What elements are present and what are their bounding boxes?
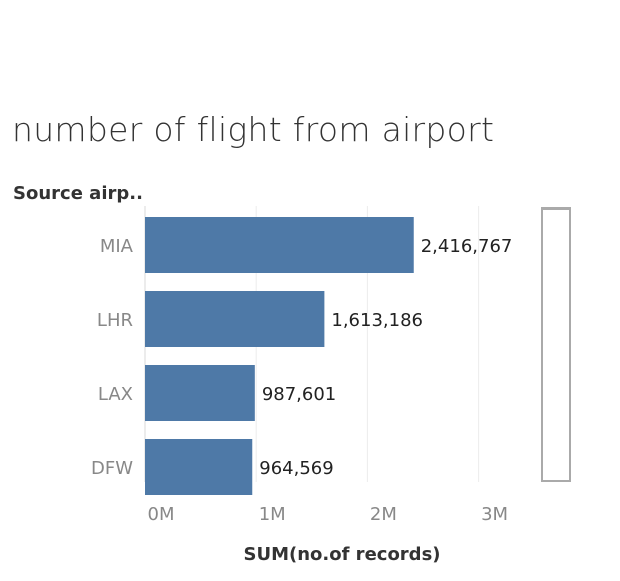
category-label[interactable]: MIA [100, 236, 134, 257]
data-label: 1,613,186 [331, 310, 423, 331]
scrollbar-thumb[interactable] [542, 207, 570, 210]
labels-layer: 0M 1M 2M 3M MIA 2,416,767 LHR 1,613,186 LAX 987,6… [91, 236, 512, 525]
data-label: 2,416,767 [421, 236, 513, 257]
bar[interactable] [145, 365, 255, 421]
x-tick-label: 3M [481, 504, 508, 525]
bar[interactable] [145, 217, 414, 273]
x-tick-label: 2M [370, 504, 397, 525]
category-label[interactable]: DFW [91, 458, 133, 479]
scrollbar-track[interactable] [541, 207, 571, 482]
dimension-header[interactable]: Source airp.. [13, 183, 143, 204]
category-label[interactable]: LHR [97, 310, 133, 331]
x-axis-title: SUM(no.of records) [243, 544, 440, 565]
bar[interactable] [145, 291, 325, 347]
data-label: 987,601 [262, 384, 336, 405]
bars-layer [145, 217, 414, 495]
data-label: 964,569 [259, 458, 333, 479]
bar[interactable] [145, 439, 253, 495]
category-label[interactable]: LAX [98, 384, 133, 405]
x-tick-label: 0M [148, 504, 175, 525]
chart-title: number of flight from airport [12, 110, 495, 149]
x-tick-label: 1M [259, 504, 286, 525]
